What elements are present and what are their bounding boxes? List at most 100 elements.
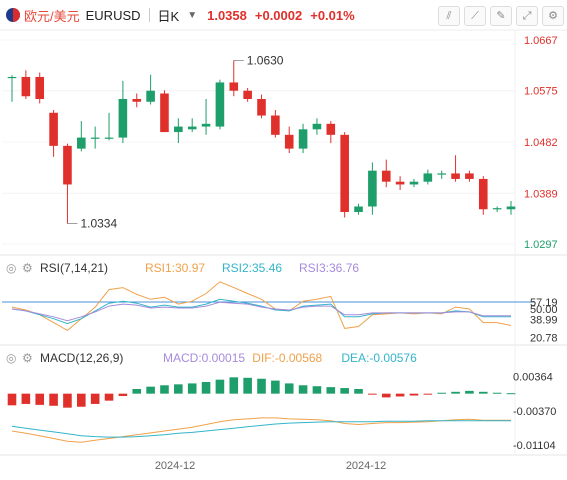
macd-histogram-bar <box>77 393 86 407</box>
rsi-y-tick-label: 50.00 <box>530 304 558 316</box>
eu-us-flag-icon <box>6 8 20 22</box>
candle-body <box>49 112 58 146</box>
macd-histogram-bar <box>63 393 72 408</box>
macd-histogram-bar <box>271 380 280 394</box>
macd-histogram-bar <box>312 386 322 394</box>
visibility-icon: ◎ <box>6 351 16 365</box>
macd-histogram-bar <box>7 393 17 406</box>
macd-histogram-bar <box>174 384 183 394</box>
candle-body <box>132 98 142 102</box>
candle-body <box>492 208 502 210</box>
candle-body <box>284 134 294 149</box>
macd-dif-line <box>11 417 511 443</box>
candle-body <box>35 76 45 99</box>
rsi-legend-entry: RSI3:36.76 <box>299 261 359 275</box>
candle-body <box>326 123 336 135</box>
rsi-title: RSI(7,14,21) <box>40 261 108 275</box>
rsi-y-tick-label: 57.19 <box>530 297 558 309</box>
candle-body <box>7 76 17 79</box>
macd-histogram-bar <box>160 385 169 394</box>
x-tick-label: 2024-12 <box>155 460 195 472</box>
rsi-legend-entry: RSI1:30.97 <box>145 261 205 275</box>
candle-body <box>243 90 252 99</box>
candle-body <box>423 173 433 182</box>
candle-body <box>298 129 308 149</box>
candle-body <box>368 170 377 207</box>
macd-histogram-bar <box>506 393 516 395</box>
macd-histogram-bar <box>243 377 252 394</box>
fullscreen-icon[interactable]: ⤢ <box>516 6 538 26</box>
pen-icon[interactable]: ✎ <box>490 6 512 26</box>
y-tick-label: 1.0389 <box>524 188 558 200</box>
rsi-y-tick-label: 20.78 <box>530 332 558 344</box>
y-tick-label: 1.0575 <box>524 86 558 98</box>
candle-body <box>229 82 239 91</box>
macd-histogram-bar <box>187 383 197 394</box>
candle-body <box>271 115 280 135</box>
drawing-tools-icon[interactable]: ⟋ <box>464 6 486 26</box>
macd-histogram-bar <box>437 392 446 394</box>
candle-body <box>340 134 349 213</box>
settings-icon[interactable]: ⚙ <box>542 6 564 26</box>
macd-histogram-bar <box>201 382 211 394</box>
candle-body <box>118 98 128 138</box>
candle-body <box>506 206 516 210</box>
rsi-line-2 <box>11 298 511 325</box>
settings-icon: ⚙ <box>22 261 33 275</box>
macd-legend-entry: DIF:-0.00568 <box>252 351 322 365</box>
candle-body <box>465 173 474 179</box>
candle-body <box>77 137 86 149</box>
pair-code: EURUSD <box>85 7 141 23</box>
macd-histogram-bar <box>284 383 294 394</box>
high-annotation: 1.0630 <box>247 53 284 67</box>
candle-body <box>90 137 100 139</box>
candle-body <box>409 181 419 185</box>
candle-body <box>201 123 211 127</box>
macd-histogram-bar <box>298 385 308 394</box>
settings-icon: ⚙ <box>22 351 33 365</box>
macd-histogram-bar <box>368 393 377 395</box>
macd-legend-entry: MACD:0.00015 <box>163 351 245 365</box>
macd-y-tick-label: -0.00370 <box>513 406 556 418</box>
candle-body <box>395 181 405 185</box>
macd-histogram-bar <box>215 379 225 394</box>
macd-title: MACD(12,26,9) <box>40 351 123 365</box>
macd-histogram-bar <box>132 389 142 394</box>
divider <box>148 8 150 22</box>
price-change: +0.0002 <box>254 7 303 23</box>
candle-body <box>257 98 266 116</box>
candle-body <box>437 173 446 175</box>
macd-histogram-bar <box>340 388 349 394</box>
macd-legend-entry: DEA:-0.00576 <box>341 351 417 365</box>
candle-body <box>381 170 391 182</box>
macd-histogram-bar <box>104 393 114 401</box>
draw-line-icon[interactable]: ⫽ <box>438 6 460 26</box>
rsi-y-tick-label: 38.99 <box>530 315 558 327</box>
macd-histogram-bar <box>229 377 239 394</box>
chevron-down-icon[interactable]: ▼ <box>187 9 198 21</box>
candle-body <box>160 93 169 133</box>
price-change-pct: +0.01% <box>310 7 355 23</box>
y-tick-label: 1.0667 <box>524 35 558 47</box>
candle-body <box>354 206 363 213</box>
macd-histogram-bar <box>49 393 58 406</box>
chart-header: 欧元/美元 EURUSD 日K ▼ 1.0358 +0.0002 +0.01% <box>0 0 567 30</box>
macd-histogram-bar <box>146 386 155 394</box>
macd-histogram-bar <box>451 391 460 394</box>
candle-body <box>451 173 460 179</box>
pair-name[interactable]: 欧元/美元 <box>24 8 80 24</box>
macd-histogram-bar <box>90 393 100 404</box>
macd-histogram-bar <box>354 389 363 394</box>
candle-body <box>478 178 488 210</box>
y-tick-label: 1.0297 <box>524 239 558 251</box>
rsi-line-3 <box>11 301 511 322</box>
macd-histogram-bar <box>465 390 474 394</box>
rsi-legend-entry: RSI2:35.46 <box>222 261 282 275</box>
candle-body <box>174 126 183 133</box>
visibility-icon: ◎ <box>6 261 16 275</box>
candle-body <box>21 76 31 97</box>
period-selector[interactable]: 日K <box>157 8 180 24</box>
macd-y-tick-label: 0.00364 <box>513 372 553 384</box>
low-annotation: 1.0334 <box>80 217 117 231</box>
